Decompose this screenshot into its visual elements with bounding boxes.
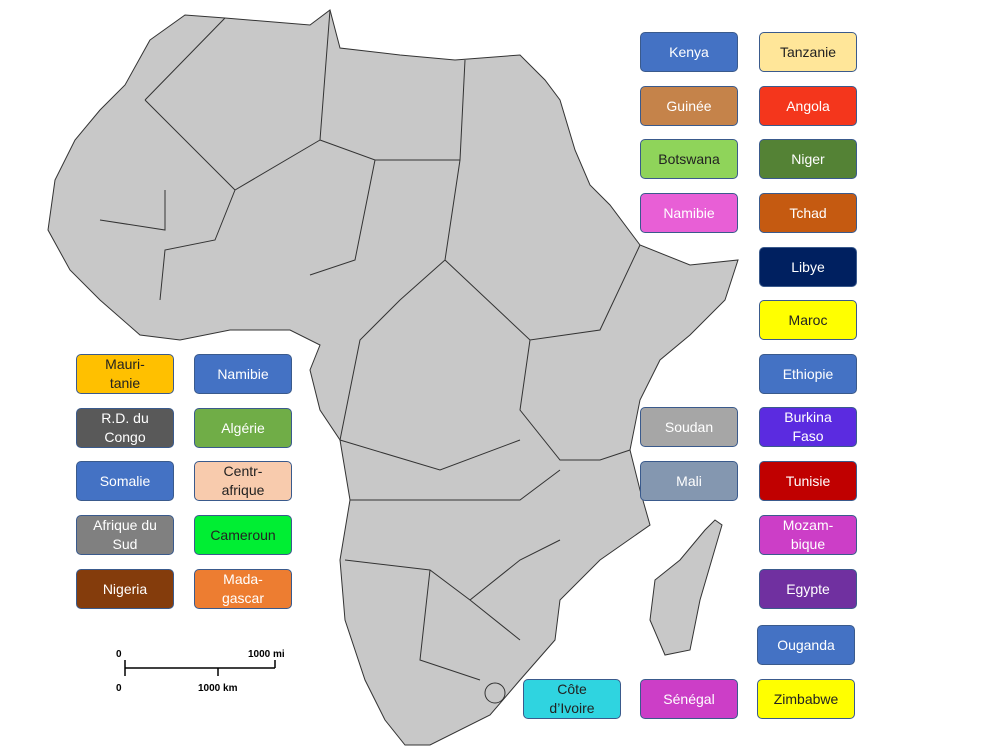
scale-bar bbox=[124, 660, 276, 676]
country-label[interactable]: Burkina Faso bbox=[759, 407, 857, 447]
scale-label: 0 bbox=[116, 649, 122, 660]
country-label[interactable]: Ouganda bbox=[757, 625, 855, 665]
country-label[interactable]: R.D. du Congo bbox=[76, 408, 174, 448]
country-label[interactable]: Tchad bbox=[759, 193, 857, 233]
country-label[interactable]: Mali bbox=[640, 461, 738, 501]
country-label[interactable]: Nigeria bbox=[76, 569, 174, 609]
country-label[interactable]: Côte d’Ivoire bbox=[523, 679, 621, 719]
country-label[interactable]: Libye bbox=[759, 247, 857, 287]
country-label[interactable]: Cameroun bbox=[194, 515, 292, 555]
madagascar bbox=[649, 519, 723, 656]
country-label[interactable]: Kenya bbox=[640, 32, 738, 72]
scale-label: 1000 km bbox=[198, 683, 238, 694]
scale-label: 0 bbox=[116, 683, 122, 694]
country-label[interactable]: Angola bbox=[759, 86, 857, 126]
country-label[interactable]: Botswana bbox=[640, 139, 738, 179]
border bbox=[99, 9, 641, 681]
lesotho bbox=[484, 682, 506, 704]
country-label[interactable]: Egypte bbox=[759, 569, 857, 609]
africa bbox=[47, 9, 739, 746]
borders bbox=[99, 9, 641, 704]
country-label[interactable]: Tunisie bbox=[759, 461, 857, 501]
country-label[interactable]: Namibie bbox=[640, 193, 738, 233]
country-label[interactable]: Mauri- tanie bbox=[76, 354, 174, 394]
country-label[interactable]: Sénégal bbox=[640, 679, 738, 719]
country-label[interactable]: Ethiopie bbox=[759, 354, 857, 394]
country-label[interactable]: Somalie bbox=[76, 461, 174, 501]
country-label[interactable]: Afrique du Sud bbox=[76, 515, 174, 555]
country-label[interactable]: Tanzanie bbox=[759, 32, 857, 72]
country-label[interactable]: Maroc bbox=[759, 300, 857, 340]
country-label[interactable]: Mozam- bique bbox=[759, 515, 857, 555]
country-label[interactable]: Guinée bbox=[640, 86, 738, 126]
country-label[interactable]: Namibie bbox=[194, 354, 292, 394]
country-label[interactable]: Niger bbox=[759, 139, 857, 179]
country-label[interactable]: Mada- gascar bbox=[194, 569, 292, 609]
country-label[interactable]: Zimbabwe bbox=[757, 679, 855, 719]
continent bbox=[47, 9, 739, 746]
country-label[interactable]: Centr- afrique bbox=[194, 461, 292, 501]
country-label[interactable]: Algérie bbox=[194, 408, 292, 448]
country-label[interactable]: Soudan bbox=[640, 407, 738, 447]
scale-label: 1000 mi bbox=[248, 649, 285, 660]
